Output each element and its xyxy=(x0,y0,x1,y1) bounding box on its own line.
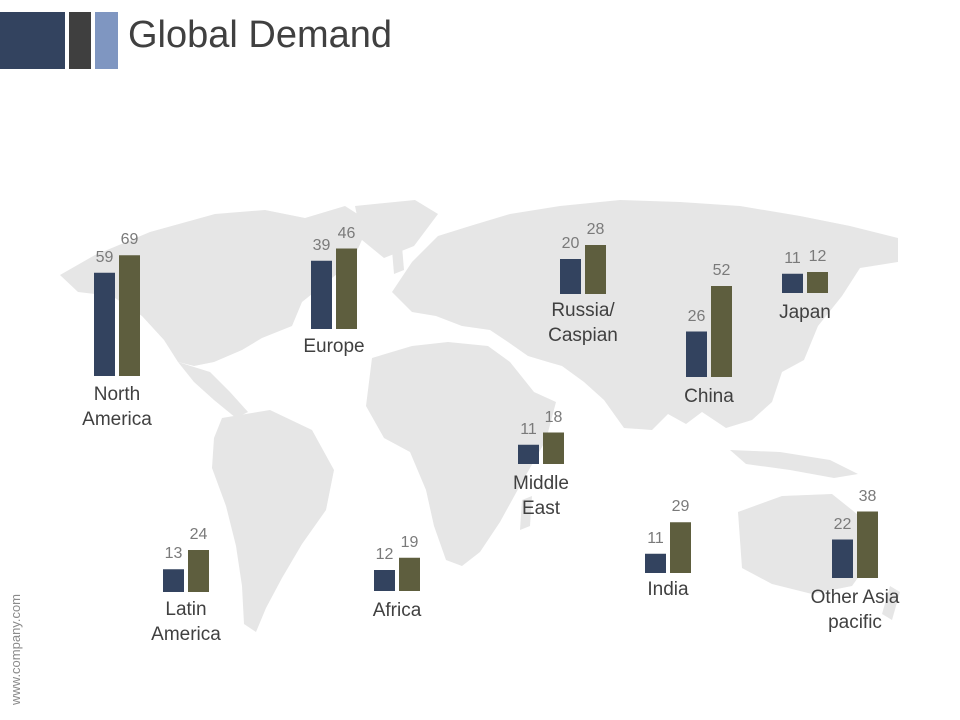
map-south-america xyxy=(212,410,334,632)
bar-japan-series2 xyxy=(807,272,828,293)
data-label-africa-series2: 19 xyxy=(400,533,419,551)
bar-russia-caspian-series1 xyxy=(560,259,581,294)
data-label-europe-series1: 39 xyxy=(312,236,331,254)
bar-europe-series2 xyxy=(336,248,357,329)
data-label-russia-caspian-series1: 20 xyxy=(561,235,580,252)
bar-europe-series1 xyxy=(311,260,332,329)
region-label-middle-east: Middle East xyxy=(513,473,569,519)
data-label-india-series2: 29 xyxy=(671,498,690,516)
data-label-other-asia-pacific-series1: 22 xyxy=(833,515,852,533)
region-label-north-america: North America xyxy=(82,384,152,430)
bar-russia-caspian-series2 xyxy=(585,245,606,294)
data-label-europe-series2: 46 xyxy=(337,224,356,242)
map-greenland xyxy=(355,200,438,258)
map-uk xyxy=(392,246,404,274)
region-label-europe: Europe xyxy=(303,336,365,357)
bar-middle-east-series1 xyxy=(518,444,539,464)
data-label-china-series1: 26 xyxy=(687,307,706,325)
region-label-india: India xyxy=(647,579,689,600)
map-indonesia xyxy=(730,450,858,478)
data-label-middle-east-series2: 18 xyxy=(544,408,563,426)
data-label-other-asia-pacific-series2: 38 xyxy=(858,487,877,505)
bar-africa-series1 xyxy=(374,570,395,591)
bar-other-asia-pacific-series2 xyxy=(857,511,878,578)
bar-middle-east-series2 xyxy=(543,432,564,464)
data-label-north-america-series2: 69 xyxy=(120,231,139,249)
bar-latin-america-series2 xyxy=(188,550,209,592)
data-label-japan-series2: 12 xyxy=(808,248,827,265)
map-eurasia xyxy=(392,200,898,430)
data-label-japan-series1: 11 xyxy=(784,249,801,267)
region-label-africa: Africa xyxy=(372,600,422,621)
bar-north-america-series1 xyxy=(94,272,115,376)
data-label-india-series1: 11 xyxy=(647,529,664,547)
map-madagascar xyxy=(520,496,532,530)
region-label-other-asia-pacific: Other Asia pacific xyxy=(810,587,900,633)
region-label-latin-america: Latin America xyxy=(151,599,221,645)
region-label-china: China xyxy=(684,386,734,407)
bar-north-america-series2 xyxy=(119,255,140,376)
data-label-russia-caspian-series2: 28 xyxy=(586,221,605,238)
data-label-middle-east-series1: 11 xyxy=(520,420,537,438)
data-label-africa-series1: 12 xyxy=(375,546,394,563)
bar-china-series2 xyxy=(711,286,732,377)
bar-africa-series2 xyxy=(399,557,420,591)
footer-url: www.company.com xyxy=(8,593,23,705)
bar-china-series1 xyxy=(686,331,707,377)
data-label-latin-america-series1: 13 xyxy=(164,545,183,563)
data-label-china-series2: 52 xyxy=(712,262,731,279)
bar-japan-series1 xyxy=(782,273,803,293)
header-block-light xyxy=(95,12,118,69)
header-block-dark xyxy=(0,12,65,69)
map-central-america xyxy=(178,362,248,418)
map-new-zealand xyxy=(882,586,900,620)
header-block-gray xyxy=(69,12,91,69)
bar-india-series2 xyxy=(670,522,691,573)
page-title: Global Demand xyxy=(128,14,393,56)
data-label-north-america-series1: 59 xyxy=(95,248,114,266)
bar-india-series1 xyxy=(645,553,666,573)
bar-latin-america-series1 xyxy=(163,569,184,592)
data-label-latin-america-series2: 24 xyxy=(189,526,208,543)
bar-other-asia-pacific-series1 xyxy=(832,539,853,578)
region-label-russia-caspian: Russia/Caspian xyxy=(548,300,618,346)
region-label-japan: Japan xyxy=(779,302,831,323)
map-japan xyxy=(804,298,822,340)
map-north-america xyxy=(60,206,370,366)
map-africa xyxy=(366,342,556,566)
